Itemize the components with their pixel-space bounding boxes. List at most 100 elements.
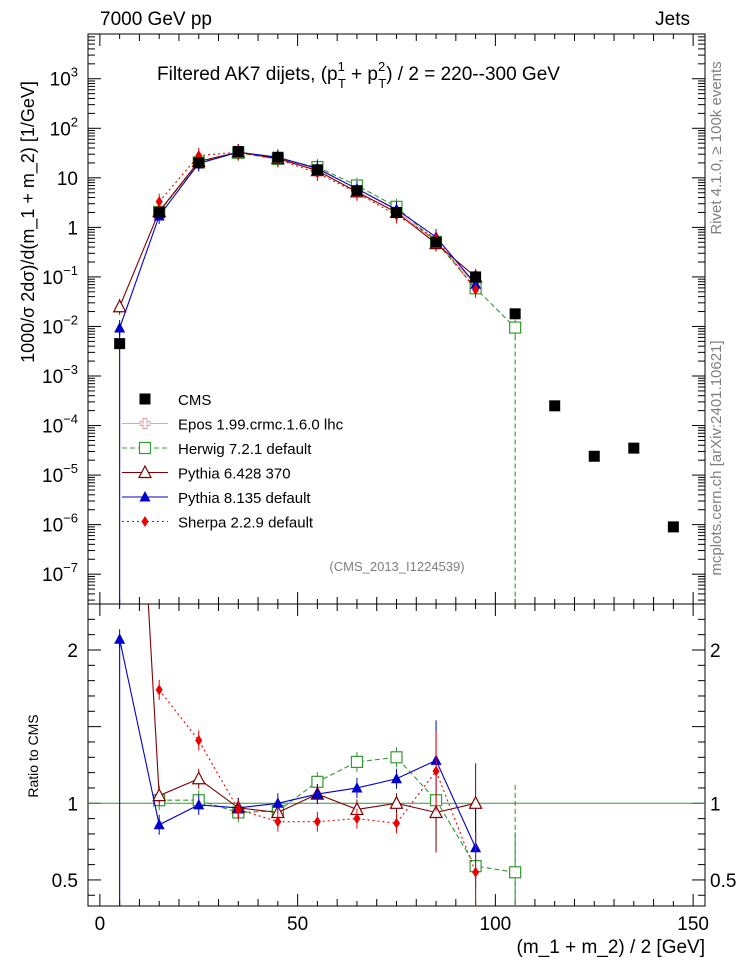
point-herwig (509, 321, 522, 334)
ratio-point-pythia6 (429, 804, 444, 819)
ratio-tick-label-right: 1 (710, 794, 721, 815)
point-cms (114, 338, 126, 350)
ratio-point-sherpa (353, 813, 361, 825)
ratio-point-sherpa (432, 765, 440, 777)
ratio-point-sherpa (274, 816, 282, 828)
title-text: Filtered AK7 dijets, (p1 T + p2 T) / 2 = 2… (157, 59, 560, 91)
x-axis-title: (m_1 + m_2) / 2 [GeV] (517, 937, 706, 958)
point-cms (391, 206, 402, 218)
legend-label-epos: Epos 1.99.crmc.1.6.0 lhc (178, 417, 344, 434)
x-tick-label: 0 (95, 914, 106, 935)
y-tick-label: 10−5 (42, 461, 78, 487)
line-pythia8 (119, 151, 477, 329)
y-tick-label: 10−1 (42, 263, 78, 289)
ratio-point-sherpa (393, 817, 400, 829)
ratio-point-pythia8 (114, 633, 126, 644)
ratio-point-pythia8 (193, 798, 205, 810)
point-cms (430, 236, 442, 248)
legend-marker-sherpa (141, 516, 149, 527)
ratio-y-axis-title: Ratio to CMS (25, 714, 41, 797)
y-tick-label: 102 (50, 114, 78, 140)
legend-marker-cms (139, 393, 151, 405)
ratio-point-pythia6 (389, 795, 404, 809)
y-tick-label: 10−2 (42, 312, 78, 338)
ratio-tick-label-right: 2 (710, 641, 721, 662)
ratio-tick-label-right: 0.5 (710, 871, 736, 892)
y-tick-label: 103 (50, 65, 78, 91)
y-tick-label: 10−3 (42, 362, 78, 388)
ratio-tick-label: 0.5 (52, 871, 78, 892)
ratio-point-herwig (390, 751, 403, 764)
y-tick-label: 10−4 (42, 412, 78, 438)
y-tick-label: 10−6 (42, 511, 78, 537)
legend-marker-pythia6 (138, 464, 152, 479)
point-cms (272, 151, 284, 163)
legend-item-cms: CMS (139, 392, 211, 409)
legend-marker-pythia8 (139, 491, 151, 502)
rivet-version-label: Rivet 4.1.0, ≥ 100k events (708, 61, 725, 234)
point-cms (153, 206, 165, 218)
ratio-line-herwig (159, 756, 516, 873)
ratio-point-sherpa (234, 803, 242, 815)
legend-marker-epos (139, 418, 151, 429)
mcplots-label: mcplots.cern.ch [arXiv:2401.10621] (708, 340, 725, 575)
x-tick-label: 50 (287, 914, 308, 935)
ratio-line-pythia8 (119, 639, 477, 848)
legend-item-pythia8: Pythia 8.135 default (122, 490, 311, 507)
ratio-point-sherpa (195, 734, 203, 746)
ratio-tick-label: 1 (67, 794, 78, 815)
y-tick-label: 10−7 (42, 560, 78, 586)
x-tick-label: 100 (480, 914, 512, 935)
point-cms (351, 185, 363, 197)
legend-label-pythia8: Pythia 8.135 default (178, 490, 311, 507)
point-cms (232, 145, 244, 157)
point-cms (628, 442, 640, 454)
ratio-point-pythia6 (114, 92, 126, 104)
ratio-point-pythia8 (391, 772, 402, 784)
legend-item-epos: Epos 1.99.crmc.1.6.0 lhc (122, 417, 344, 434)
ratio-line-sherpa (158, 689, 477, 873)
legend-label-cms: CMS (178, 392, 211, 409)
legend-label-sherpa: Sherpa 2.2.9 default (178, 515, 314, 532)
x-tick-label: 150 (677, 914, 709, 935)
series-pythia6 (112, 144, 483, 315)
legend: CMS Epos 1.99.crmc.1.6.0 lhc Herwig 7.2.1 … (122, 392, 344, 532)
ratio-line-pythia6 (147, 604, 476, 814)
point-sherpa (472, 284, 480, 296)
ratio-series-herwig (153, 747, 522, 906)
ratio-point-pythia6 (468, 795, 483, 809)
point-cms (667, 521, 679, 533)
process-label: Jets (655, 9, 690, 30)
ratio-point-pythia6 (152, 787, 167, 802)
ratio-point-pythia8 (311, 788, 323, 799)
point-pythia8 (114, 322, 126, 333)
ratio-point-pythia8 (351, 781, 363, 793)
point-sherpa (155, 196, 163, 208)
axes-layer: 0 50 100 15010−710−610−510−410−310−210−1110… (42, 33, 736, 935)
line-pythia6 (119, 151, 476, 307)
y-tick-label: 1 (67, 218, 78, 239)
legend-marker-herwig (138, 441, 152, 455)
point-cms (470, 271, 482, 283)
series-cms (114, 145, 679, 533)
legend-item-sherpa: Sherpa 2.2.9 default (122, 515, 314, 532)
point-cms (549, 400, 561, 412)
ratio-data-layer (114, 92, 522, 906)
plot-title: Filtered AK7 dijets, (p1 T + p2 T) / 2 = 2… (157, 59, 560, 91)
legend-item-pythia6: Pythia 6.428 370 (122, 464, 291, 483)
legend-label-pythia6: Pythia 6.428 370 (178, 466, 291, 483)
point-cms (588, 450, 600, 462)
ratio-point-pythia8 (272, 797, 284, 808)
y-tick-label: 10 (57, 169, 78, 190)
main-data-layer (112, 144, 679, 604)
point-pythia6 (112, 298, 127, 313)
legend-label-herwig: Herwig 7.2.1 default (178, 441, 312, 458)
ratio-point-herwig (509, 866, 522, 879)
ratio-point-herwig (350, 755, 364, 768)
analysis-watermark: (CMS_2013_I1224539) (329, 559, 464, 574)
ratio-point-sherpa (155, 684, 163, 696)
main-y-axis-title: 1000/σ 2dσ)/d(m_1 + m_2) [1/GeV] (18, 81, 39, 363)
point-cms (311, 164, 323, 176)
point-cms (193, 157, 205, 169)
